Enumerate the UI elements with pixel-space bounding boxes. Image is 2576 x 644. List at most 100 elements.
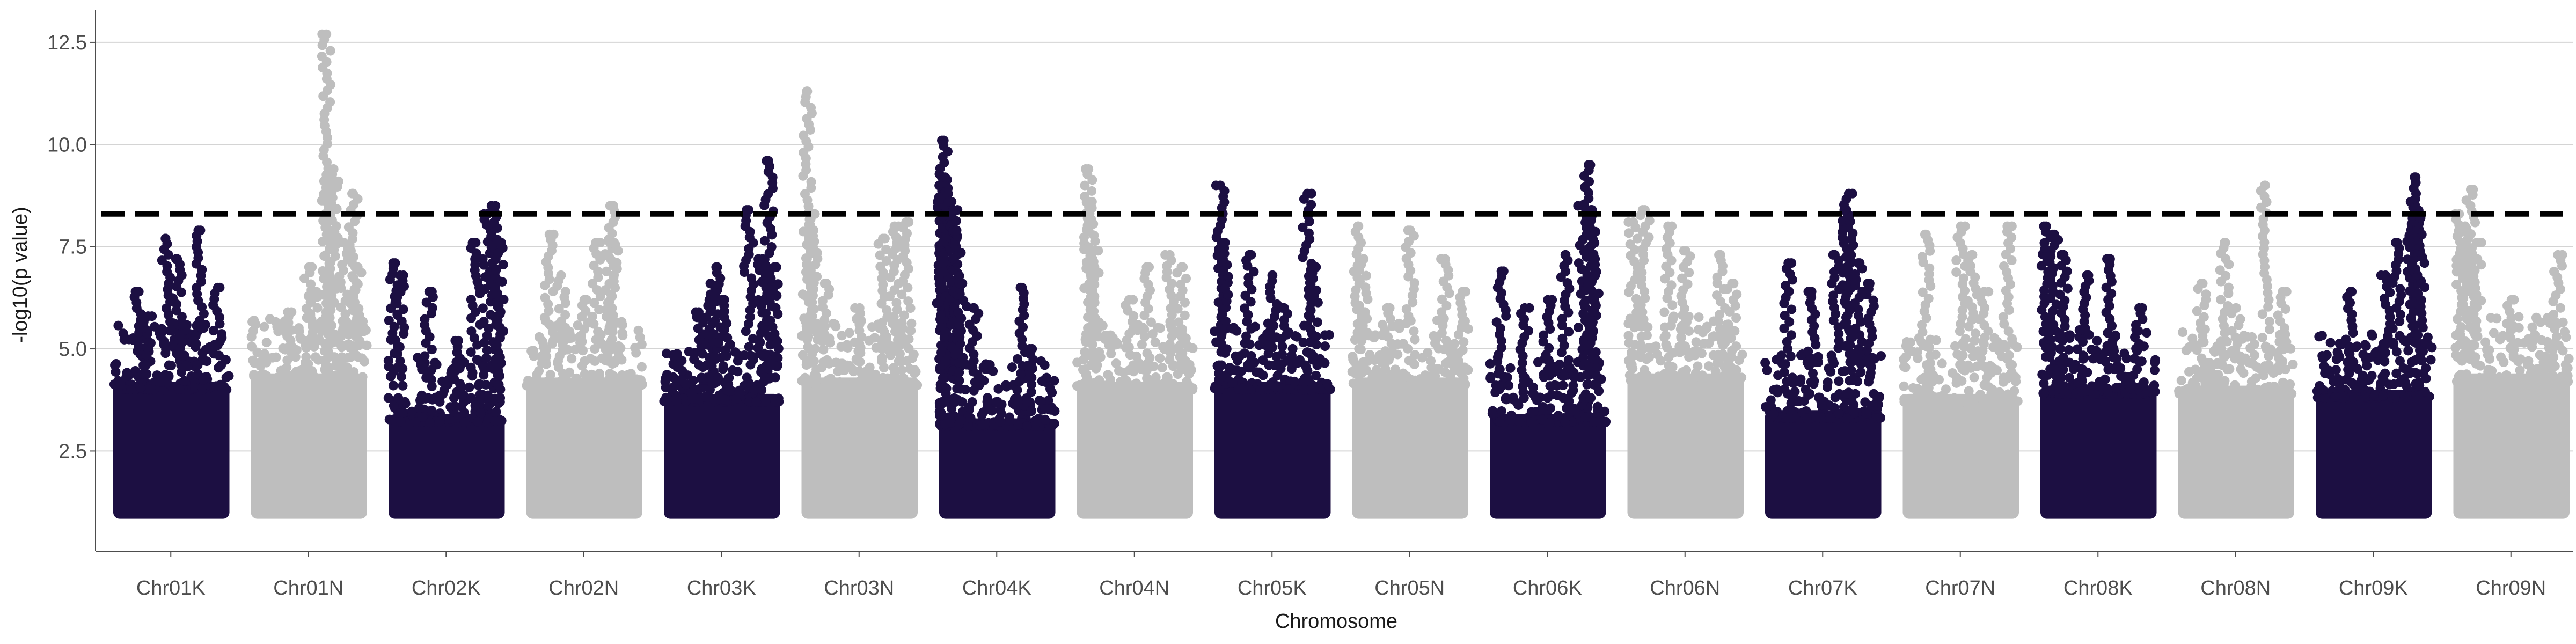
snp-point [306,279,316,289]
snp-point [554,304,564,314]
snp-point [909,377,919,387]
peak-point [1124,295,1134,305]
snp-point [466,362,476,372]
snp-point [1044,404,1054,414]
snp-point [601,266,611,276]
chromosome-group-chr02k [383,201,509,519]
snp-point [167,340,178,350]
snp-point [307,366,317,376]
snp-point [851,380,861,391]
snp-point [1034,414,1044,424]
snp-point [190,383,200,393]
snp-point [2239,331,2249,341]
snp-point [1183,383,1194,393]
snp-point [1723,319,1733,330]
peak-point [178,319,188,330]
snp-point [2264,382,2274,392]
snp-point [1263,348,1274,358]
snp-point [1458,345,1468,355]
snp-point [1697,374,1707,384]
snp-point [2333,374,2343,384]
peak-point [556,270,566,280]
snp-point [1127,384,1137,394]
snp-point [435,397,445,407]
snp-point [1636,352,1646,362]
snp-point [1681,365,1692,375]
snp-point [2420,386,2430,397]
snp-point [558,337,568,347]
snp-point [858,380,868,391]
snp-point [1245,339,1255,349]
snp-point [1786,398,1796,408]
snp-point [2318,354,2328,364]
snp-point [965,413,976,423]
snp-point [590,356,600,366]
snp-point [988,366,998,376]
snp-point [951,216,961,226]
snp-point [1876,351,1886,361]
peak-point [1089,246,1099,256]
snp-point [495,393,506,403]
snp-point [2344,368,2354,378]
snp-point [1106,348,1116,358]
snp-point [1899,394,1909,404]
peak-point [1302,188,1313,199]
snp-point [2378,391,2388,401]
snp-point [760,397,771,407]
snp-point [180,376,190,386]
snp-point [892,380,902,391]
snp-point [724,372,734,383]
snp-point [1439,345,1450,355]
snp-point [881,256,891,266]
snp-point [759,236,770,246]
snp-point [1592,380,1602,390]
snp-point [1660,322,1670,332]
peak-point [717,295,727,305]
dense-point-band [1214,381,1331,519]
snp-point [145,384,156,394]
snp-point [1240,348,1250,358]
snp-point [2216,295,2226,305]
snp-point [425,418,435,428]
snp-point [2125,384,2135,394]
snp-point [733,367,743,377]
snp-point [1899,362,1909,372]
snp-point [473,416,483,427]
peak-point [802,86,813,97]
snp-point [168,293,178,303]
snp-point [325,313,335,323]
snp-point [1732,289,1742,299]
snp-point [1677,340,1687,350]
snp-point [1181,273,1191,283]
snp-point [498,326,508,336]
peak-point [1727,279,1737,289]
snp-point [553,356,564,366]
snp-point [2426,355,2436,365]
peak-point [2134,303,2145,313]
snp-point [2395,356,2405,366]
peak-point [1219,238,1229,248]
peak-point [2260,180,2270,191]
snp-point [742,372,752,383]
snp-point [1080,180,1090,191]
snp-point [1304,228,1314,238]
snp-point [2257,333,2267,343]
snp-point [897,356,907,366]
peak-point [1628,217,1638,227]
snp-point [398,304,408,314]
chromosome-group-chr03n [797,86,923,519]
snp-point [1660,331,1671,341]
peak-point [160,233,171,244]
snp-point [1022,421,1032,431]
snp-point [2312,386,2322,396]
snp-point [608,310,618,320]
snp-point [689,354,699,364]
snp-point [483,413,493,423]
dense-point-band [113,381,230,519]
snp-point [575,338,586,348]
snp-point [1869,389,1879,399]
snp-point [1664,352,1674,362]
snp-point [325,97,335,107]
peak-point [494,238,504,248]
snp-point [449,393,459,403]
